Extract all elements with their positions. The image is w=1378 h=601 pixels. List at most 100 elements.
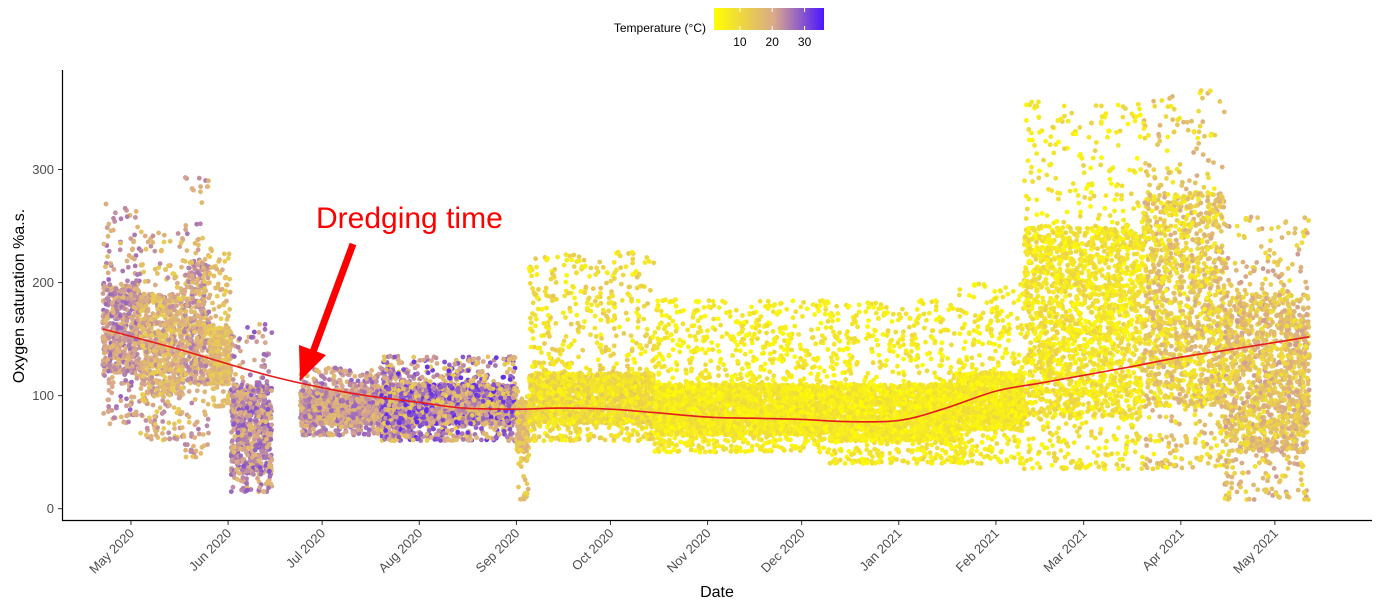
data-point: [257, 393, 263, 399]
data-point: [323, 401, 329, 407]
legend-ticks: 10 20 30: [733, 8, 812, 49]
data-point: [256, 409, 261, 415]
data-point: [319, 421, 324, 427]
data-point: [133, 209, 139, 214]
data-point: [221, 302, 227, 308]
data-point: [196, 302, 201, 308]
data-point: [113, 286, 119, 292]
data-point: [126, 338, 132, 344]
data-point: [161, 426, 167, 431]
data-point: [203, 363, 209, 369]
data-point: [126, 419, 131, 425]
data-point: [194, 388, 200, 394]
data-point: [160, 328, 166, 334]
data-point: [369, 379, 375, 385]
data-point: [138, 386, 144, 391]
data-point: [118, 281, 124, 287]
data-point: [216, 325, 222, 331]
data-point: [114, 352, 119, 357]
data-point: [153, 337, 159, 342]
data-point: [260, 375, 266, 381]
data-point: [324, 411, 330, 416]
data-point: [123, 300, 129, 306]
data-point: [122, 353, 127, 359]
data-point: [186, 376, 191, 382]
data-point: [168, 328, 174, 334]
data-point: [183, 454, 189, 460]
data-point: [106, 277, 112, 282]
data-point: [165, 351, 171, 357]
data-point: [120, 320, 126, 326]
data-point: [143, 432, 149, 438]
data-point: [181, 434, 187, 439]
data-point: [171, 405, 177, 410]
data-point: [255, 476, 260, 481]
data-point: [160, 431, 165, 436]
data-point: [261, 489, 267, 494]
data-point: [189, 431, 194, 437]
data-point: [122, 306, 127, 311]
data-point: [186, 265, 192, 271]
data-point: [194, 221, 200, 227]
data-point: [174, 303, 179, 308]
data-point: [189, 285, 195, 291]
data-point: [311, 426, 316, 432]
data-point: [132, 263, 138, 269]
data-point: [204, 423, 210, 429]
legend-tick-label: 10: [733, 35, 747, 49]
data-point: [302, 391, 308, 397]
data-point: [107, 282, 113, 288]
data-point: [106, 388, 112, 393]
data-point: [314, 390, 320, 396]
data-point: [316, 429, 322, 434]
data-point: [201, 278, 207, 284]
data-point: [120, 268, 126, 274]
data-point: [152, 422, 158, 427]
data-point: [208, 362, 213, 367]
data-point: [140, 298, 146, 304]
data-point: [198, 363, 204, 368]
data-point: [244, 339, 250, 344]
data-point: [253, 418, 259, 424]
data-point: [148, 433, 154, 439]
data-point: [182, 442, 188, 447]
data-point: [196, 236, 201, 242]
data-point: [176, 364, 181, 369]
data-point: [374, 414, 380, 420]
data-point: [231, 449, 237, 455]
data-point: [149, 332, 155, 338]
data-point: [316, 369, 322, 375]
data-point: [224, 282, 230, 288]
data-point: [110, 380, 116, 385]
data-point: [143, 303, 149, 309]
data-point: [231, 398, 237, 404]
data-point: [139, 381, 145, 386]
data-point: [211, 379, 217, 384]
data-point: [139, 412, 145, 418]
data-point: [152, 282, 158, 288]
data-point: [336, 413, 342, 419]
data-point: [108, 261, 114, 266]
data-point: [245, 445, 251, 451]
data-point: [192, 435, 198, 440]
data-point: [323, 419, 329, 425]
data-point: [199, 444, 205, 450]
data-point: [166, 337, 172, 343]
data-point: [101, 361, 107, 367]
data-point: [352, 374, 358, 379]
data-point: [206, 430, 211, 436]
data-point: [134, 412, 139, 418]
data-point: [132, 232, 138, 238]
legend-tick-label: 30: [798, 35, 812, 49]
data-point: [186, 389, 192, 394]
data-point: [116, 338, 122, 343]
data-point: [263, 419, 268, 425]
data-point: [158, 380, 164, 386]
data-point: [157, 295, 162, 301]
data-point: [311, 376, 317, 382]
data-point: [145, 321, 151, 327]
data-point: [142, 279, 148, 284]
data-point: [167, 375, 173, 381]
data-point: [115, 341, 120, 347]
data-point: [127, 402, 133, 408]
